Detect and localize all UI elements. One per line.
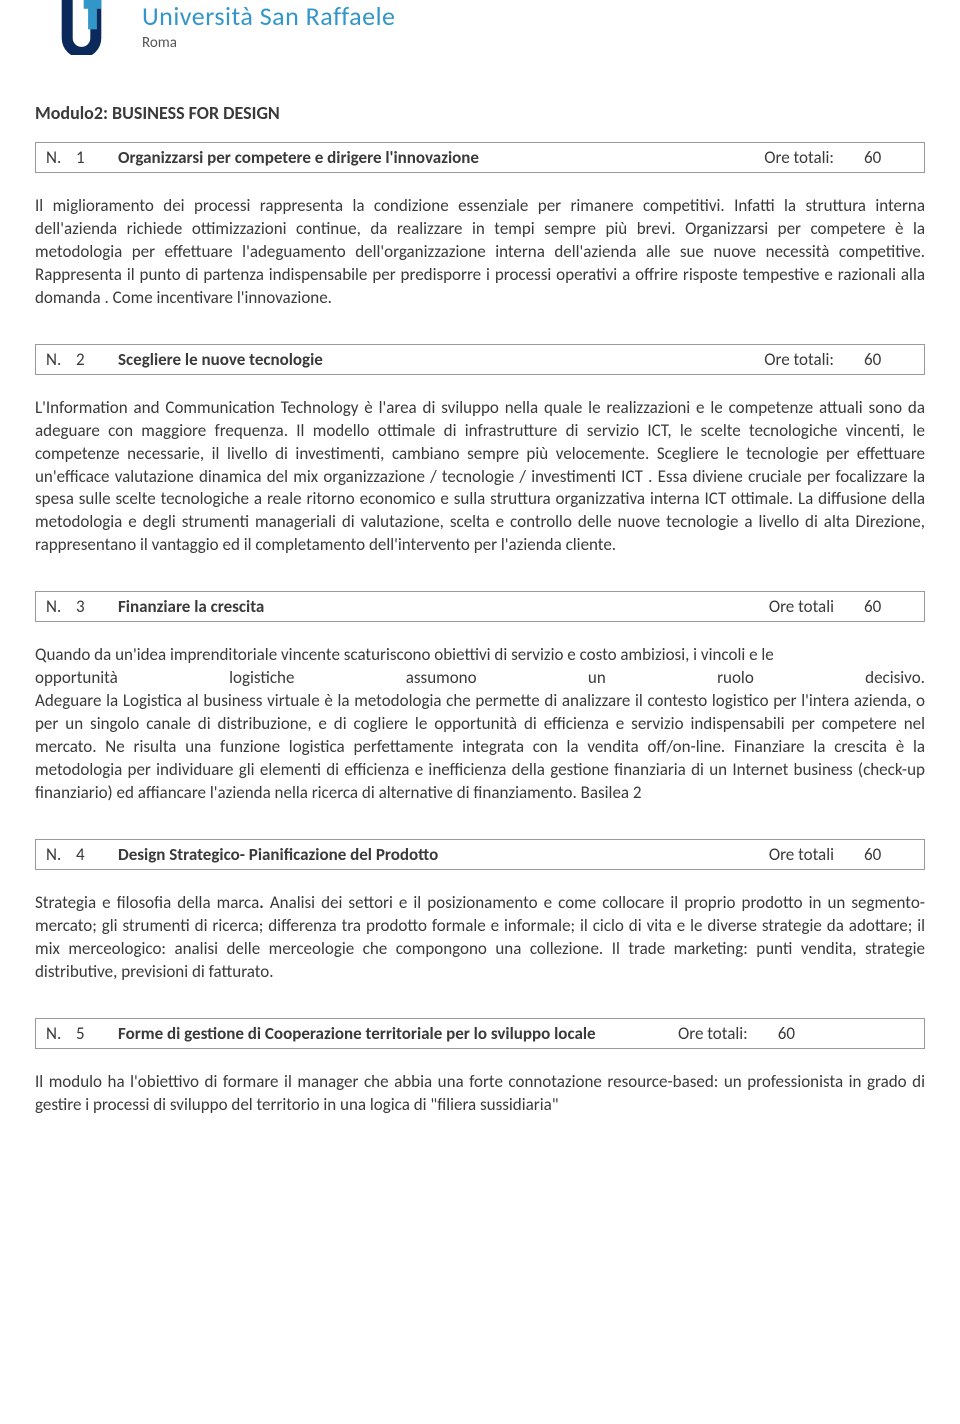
course-n-value: 3 [76,596,118,617]
spread-word: assumono [406,667,477,690]
course-description: Quando da un'idea imprenditoriale vincen… [35,644,925,805]
course-n-label: N. [46,596,76,617]
course-ore-value: 60 [864,596,914,617]
course-row: N. 5 Forme di gestione di Cooperazione t… [35,1018,925,1049]
course-row: N. 2 Scegliere le nuove tecnologie Ore t… [35,344,925,375]
page-header: Università San Raffaele Roma [35,0,925,90]
university-city: Roma [142,34,395,52]
course-description: Il miglioramento dei processi rappresent… [35,195,925,310]
spread-word: logistiche [229,667,294,690]
course-description: Il modulo ha l'obiettivo di formare il m… [35,1071,925,1117]
course-ore-value: 60 [864,844,914,865]
course-n-label: N. [46,147,76,168]
course-n-label: N. [46,1023,76,1044]
course-row: N. 3 Finanziare la crescita Ore totali 6… [35,591,925,622]
spread-word: decisivo. [865,667,925,690]
course-n-value: 2 [76,349,118,370]
course-ore-label: Ore totali [769,596,864,617]
course-n-value: 4 [76,844,118,865]
desc-spread-line: opportunità logistiche assumono un ruolo… [35,667,925,690]
course-description: L'Information and Communication Technolo… [35,397,925,558]
course-ore-label: Ore totali: [764,349,864,370]
course-row: N. 1 Organizzarsi per competere e dirige… [35,142,925,173]
desc-lead: Strategia e filosofia della marca [35,892,259,913]
course-ore-label: Ore totali [769,844,864,865]
desc-line-after: Adeguare la Logistica al business virtua… [35,690,925,803]
spread-word: opportunità [35,667,118,690]
course-ore-label: Ore totali: [764,147,864,168]
spread-word: ruolo [717,667,754,690]
course-n-value: 1 [76,147,118,168]
university-text-block: Università San Raffaele Roma [142,0,395,52]
course-ore-value: 60 [864,147,914,168]
course-n-label: N. [46,349,76,370]
module-title: Modulo2: BUSINESS FOR DESIGN [35,102,925,124]
course-ore-label: Ore totali: [678,1023,778,1044]
course-n-value: 5 [76,1023,118,1044]
course-description: Strategia e filosofia della marca. Anali… [35,892,925,984]
course-ore-value: 60 [864,349,914,370]
university-logo-icon [55,0,130,60]
course-row: N. 4 Design Strategico- Pianificazione d… [35,839,925,870]
spread-word: un [588,667,606,690]
desc-line-before: Quando da un'idea imprenditoriale vincen… [35,644,774,665]
course-n-label: N. [46,844,76,865]
course-title: Design Strategico- Pianificazione del Pr… [118,844,769,865]
course-title: Organizzarsi per competere e dirigere l'… [118,147,764,168]
course-title: Finanziare la crescita [118,596,769,617]
course-title: Scegliere le nuove tecnologie [118,349,764,370]
university-name: Università San Raffaele [142,0,395,32]
course-ore-value: 60 [778,1023,828,1044]
course-title: Forme di gestione di Cooperazione territ… [118,1023,678,1044]
